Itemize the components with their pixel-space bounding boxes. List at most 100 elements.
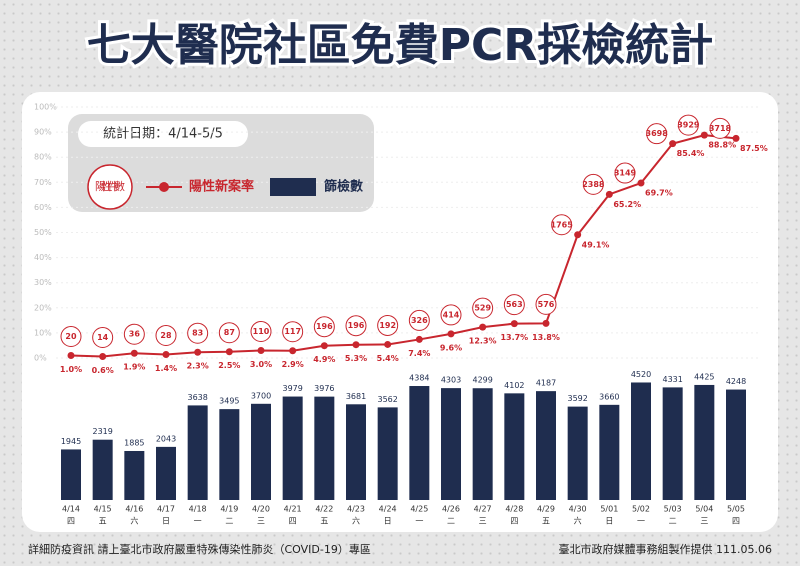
bar-label: 3660 [599,392,619,401]
x-tick-label: 4/29 [537,505,555,514]
footer-right: 臺北市政府媒體事務組製作提供 111.05.06 [559,542,772,556]
weekday-label: 五 [320,517,328,526]
y-tick-label: 60% [34,203,52,212]
x-tick-label: 4/19 [220,505,238,514]
rate-label: 13.7% [500,333,528,342]
x-tick-label: 5/05 [727,505,745,514]
count-bubble [123,323,145,345]
rate-label: 1.4% [155,364,177,373]
count-bubble [92,326,114,348]
bar [631,382,651,500]
rate-point [637,179,645,187]
x-tick-label: 4/30 [569,505,587,514]
rate-label: 2.3% [187,362,209,371]
bar-label: 4303 [441,376,461,385]
count-label: 3149 [614,169,637,178]
count-label: 117 [284,327,301,336]
count-label: 2388 [582,180,605,189]
bar-label: 2319 [92,427,112,436]
bar-label: 3592 [567,394,587,403]
bar [599,404,620,500]
weekday-label: 四 [510,517,518,526]
rate-point [700,131,708,139]
y-tick-label: 0% [34,354,47,363]
bar [472,388,493,500]
x-tick-label: 4/17 [157,505,175,514]
y-tick-label: 50% [34,228,52,237]
x-tick-label: 5/04 [695,505,713,514]
count-bubble [709,117,731,139]
bar [187,405,208,500]
rate-point [67,351,75,359]
x-tick-label: 4/16 [125,505,143,514]
x-tick-label: 5/01 [600,505,618,514]
count-bubble [472,297,494,319]
y-tick-label: 30% [34,278,52,287]
x-tick-label: 4/22 [315,505,333,514]
rate-label: 1.9% [123,363,145,372]
weekday-label: 一 [415,517,423,526]
bar [567,406,588,500]
legend-count-icon [87,164,133,210]
bar-label: 1945 [61,437,81,446]
bar [504,393,525,500]
rate-label: 65.2% [613,200,641,209]
count-bubble [218,322,240,344]
count-label: 14 [97,333,109,342]
y-tick-label: 20% [34,303,52,312]
rate-label: 88.8% [708,141,736,150]
footer-left: 詳細防疫資訊 請上臺北市政府嚴重特殊傳染性肺炎（COVID-19）專區 [28,542,371,556]
weekday-label: 二 [225,517,233,526]
x-tick-label: 4/26 [442,505,460,514]
bar-label: 4520 [631,370,651,379]
rate-label: 2.9% [282,360,304,369]
count-bubble [313,316,335,338]
count-bubble [503,294,525,316]
rate-label: 49.1% [582,240,610,249]
rate-label: 2.5% [218,361,240,370]
rate-point [194,348,202,356]
x-tick-label: 4/18 [189,505,207,514]
bar-label: 4102 [504,381,524,390]
bar-label: 4299 [472,376,492,385]
weekday-label: 六 [574,516,582,526]
rate-point [479,323,487,331]
x-tick-label: 4/25 [410,505,428,514]
legend-bar-label: 篩檢數 [324,179,363,195]
count-bubble [535,293,557,315]
count-bubble [250,320,272,342]
count-label: 3698 [646,129,669,138]
legend-dot [159,182,169,192]
x-tick-label: 4/27 [474,505,492,514]
bar [694,384,715,500]
weekday-label: 日 [605,517,613,526]
bar-label: 4248 [726,377,746,386]
period-pill [78,121,248,147]
bar [536,391,556,500]
y-tick-label: 100% [34,103,57,112]
rate-point [162,350,170,358]
bar-label: 1885 [124,438,144,447]
weekday-label: 三 [700,517,708,526]
rate-point [510,320,518,328]
legend-rate-label: 陽性新案率 [189,179,254,195]
count-label: 1765 [551,220,574,229]
bar-label: 4187 [536,379,556,388]
y-tick-label: 10% [34,328,52,337]
weekday-label: 五 [542,517,550,526]
rate-label: 13.8% [532,333,560,342]
bar [726,389,746,500]
count-bubble [187,322,209,344]
count-bubble [408,309,430,331]
count-label: 196 [348,321,365,330]
y-tick-label: 40% [34,253,52,262]
weekday-label: 四 [732,517,740,526]
x-tick-label: 4/14 [62,505,80,514]
bar [377,407,398,500]
rate-label: 3.0% [250,360,272,369]
rate-point [225,348,233,356]
bar-label: 3976 [314,384,334,393]
bar [346,404,366,500]
rate-point [415,335,423,343]
